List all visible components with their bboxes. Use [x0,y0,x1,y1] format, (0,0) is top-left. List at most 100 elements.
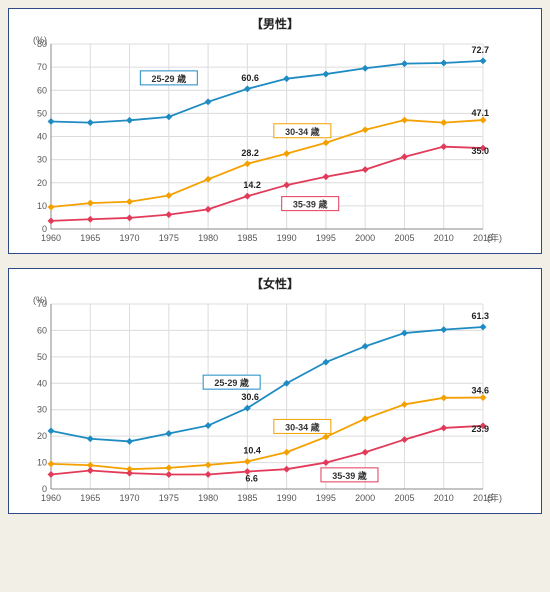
x-tick-label: 1975 [159,493,179,503]
marker [362,449,368,455]
series-line-age-30-34 [51,398,483,470]
marker [401,436,407,442]
chart-panel-female: 【女性】010203040506070196019651970197519801… [8,268,542,514]
chart-svg: 0102030405060708019601965197019751980198… [17,34,517,249]
marker [362,127,368,133]
marker [244,458,250,464]
x-tick-label: 2000 [355,233,375,243]
marker [48,204,54,210]
series-line-age-30-34 [51,120,483,207]
series-label: 35-39 歳 [293,199,328,210]
value-label: 60.6 [241,73,259,83]
x-tick-label: 1985 [237,493,257,503]
marker [441,395,447,401]
marker [323,71,329,77]
marker [362,65,368,71]
y-tick-label: 70 [37,62,47,72]
x-tick-label: 1995 [316,233,336,243]
y-tick-label: 50 [37,108,47,118]
marker [48,218,54,224]
x-tick-label: 1960 [41,233,61,243]
x-tick-label: 1980 [198,233,218,243]
series-label: 35-39 歳 [332,470,367,481]
marker [362,343,368,349]
marker [48,471,54,477]
marker [244,86,250,92]
marker [244,161,250,167]
y-tick-label: 20 [37,178,47,188]
marker [441,143,447,149]
marker [87,216,93,222]
y-tick-label: 60 [37,85,47,95]
y-unit: (%) [33,35,47,45]
x-tick-label: 1970 [120,493,140,503]
chart-svg: 0102030405060701960196519701975198019851… [17,294,517,509]
marker [87,119,93,125]
marker [205,471,211,477]
value-label: 10.4 [243,446,261,456]
x-tick-label: 1965 [80,233,100,243]
x-unit: (年) [487,232,502,243]
y-tick-label: 40 [37,132,47,142]
marker [166,211,172,217]
marker [401,60,407,66]
marker [323,434,329,440]
chart-title: 【男性】 [17,15,533,32]
x-tick-label: 1990 [277,233,297,243]
value-label: 14.2 [243,180,261,190]
value-label: 28.2 [241,148,259,158]
x-tick-label: 2005 [394,233,414,243]
marker [166,471,172,477]
marker [323,140,329,146]
chart-wrap: 【男性】010203040506070801960196519701975198… [0,0,550,540]
marker [362,416,368,422]
series-label: 25-29 歳 [214,377,249,388]
marker [126,470,132,476]
value-label: 35.0 [471,146,489,156]
marker [126,438,132,444]
marker [205,99,211,105]
y-tick-label: 10 [37,201,47,211]
value-label: 72.7 [471,45,489,55]
value-label: 6.6 [245,474,258,484]
marker [323,174,329,180]
marker [205,176,211,182]
marker [87,467,93,473]
marker [283,150,289,156]
marker [283,75,289,81]
y-tick-label: 40 [37,378,47,388]
marker [441,425,447,431]
series-label: 25-29 歳 [152,73,187,84]
y-tick-label: 30 [37,405,47,415]
marker [480,324,486,330]
marker [48,428,54,434]
marker [441,119,447,125]
x-tick-label: 1990 [277,493,297,503]
series-label: 30-34 歳 [285,126,320,137]
x-tick-label: 1970 [120,233,140,243]
chart-title: 【女性】 [17,275,533,292]
x-tick-label: 1975 [159,233,179,243]
marker [48,461,54,467]
y-tick-label: 50 [37,352,47,362]
marker [441,326,447,332]
value-label: 30.6 [241,392,259,402]
marker [480,58,486,64]
marker [166,192,172,198]
value-label: 23.9 [471,424,489,434]
value-label: 34.6 [471,386,489,396]
marker [205,422,211,428]
marker [401,401,407,407]
x-unit: (年) [487,492,502,503]
marker [323,359,329,365]
marker [87,200,93,206]
marker [323,459,329,465]
marker [283,449,289,455]
y-tick-label: 60 [37,325,47,335]
x-tick-label: 2005 [394,493,414,503]
x-tick-label: 1965 [80,493,100,503]
x-tick-label: 1985 [237,233,257,243]
x-tick-label: 1980 [198,493,218,503]
marker [166,114,172,120]
y-unit: (%) [33,295,47,305]
